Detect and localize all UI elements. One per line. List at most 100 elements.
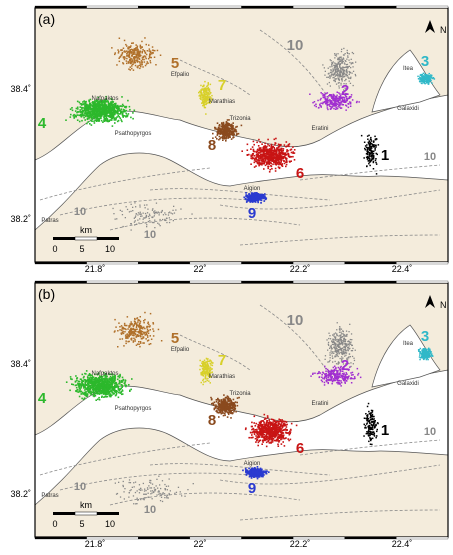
- cluster-6-events: [244, 413, 298, 448]
- lon-tick-label: 21.8˚: [85, 264, 106, 274]
- place-name: Marathias: [209, 99, 235, 105]
- cluster-1-events: [360, 134, 380, 175]
- cluster-label-10-extra: 10: [144, 229, 156, 241]
- panel-label: (b): [38, 286, 55, 302]
- cluster-1-events: [363, 402, 379, 446]
- north-arrow-label: N: [440, 25, 447, 35]
- place-name: Nafpaktos: [91, 371, 118, 377]
- cluster-label-10-extra: 10: [144, 504, 156, 516]
- cluster-10-events: [324, 322, 356, 368]
- scale-unit: km: [80, 500, 92, 510]
- cluster-label-9: 9: [248, 480, 256, 497]
- cluster-9-events: [242, 466, 270, 480]
- cluster-label-8: 8: [208, 137, 216, 154]
- fault-lines: [39, 304, 441, 521]
- cluster-label-10-extra: 10: [74, 481, 86, 493]
- scattered-events: [114, 475, 194, 505]
- place-name: Galaxidi: [397, 106, 419, 112]
- itea-bay: [371, 324, 441, 388]
- lon-tick-label: 22˚: [193, 264, 206, 274]
- place-name: Efpalio: [171, 347, 190, 353]
- cluster-7-events: [199, 357, 214, 386]
- cluster-label-7: 7: [218, 352, 226, 369]
- place-name: Marathias: [209, 374, 235, 380]
- cluster-label-6: 6: [296, 440, 304, 457]
- panel-label: (a): [38, 11, 55, 27]
- cluster-label-1: 1: [381, 147, 389, 164]
- cluster-5-events: [113, 311, 163, 348]
- place-name: Aigion: [244, 461, 261, 467]
- north-arrow-icon: [425, 20, 435, 33]
- place-name: Eratini: [311, 401, 328, 407]
- cluster-label-4: 4: [38, 390, 47, 407]
- scale-bar: [53, 236, 119, 241]
- place-name: Eratini: [311, 126, 328, 132]
- scale-bar: [53, 511, 119, 516]
- lon-tick-label: 22˚: [193, 539, 206, 549]
- place-name: Itea: [403, 66, 414, 72]
- place-name: Aigion: [244, 186, 261, 192]
- cluster-6-events: [241, 137, 296, 173]
- lat-tick-label: 38.4˚: [10, 84, 31, 94]
- scale-tick: 10: [105, 519, 115, 529]
- place-name: Galaxidi: [397, 381, 419, 387]
- lat-tick-label: 38.2˚: [10, 489, 31, 499]
- map-panel-b: 1 2 3 4 5 6 7 8 9 10 10 10 10 Nafpaktos Efpalio Marathi…: [0, 275, 453, 550]
- cluster-label-2: 2: [341, 357, 349, 374]
- lon-tick-label: 22.2˚: [290, 264, 311, 274]
- lon-tick-label: 22.2˚: [290, 539, 311, 549]
- cluster-8-events: [210, 394, 240, 419]
- cluster-2-events: [310, 365, 362, 387]
- north-arrow-icon: [425, 295, 435, 308]
- cluster-label-10: 10: [287, 312, 304, 329]
- place-name: Psathopyrgos: [115, 131, 152, 137]
- place-name: Psathopyrgos: [115, 406, 152, 412]
- cluster-label-7: 7: [218, 77, 226, 94]
- scale-tick: 10: [105, 244, 115, 254]
- scale-tick: 5: [79, 519, 84, 529]
- cluster-label-10-extra: 10: [74, 206, 86, 218]
- cluster-label-10-extra: 10: [424, 426, 436, 438]
- cluster-3-events: [417, 72, 436, 85]
- cluster-label-5: 5: [171, 330, 179, 347]
- cluster-label-4: 4: [38, 115, 47, 132]
- cluster-7-events: [198, 80, 213, 115]
- place-name: Nafpaktos: [91, 96, 118, 102]
- cluster-4-events: [65, 370, 133, 401]
- cluster-label-5: 5: [171, 55, 179, 72]
- itea-bay: [371, 49, 441, 113]
- cluster-label-10: 10: [287, 37, 304, 54]
- place-name: Itea: [403, 341, 414, 347]
- cluster-label-10-extra: 10: [424, 151, 436, 163]
- lon-tick-label: 21.8˚: [85, 539, 106, 549]
- place-name: Patras: [41, 493, 58, 499]
- place-name: Efpalio: [171, 72, 190, 78]
- cluster-8-events: [212, 119, 243, 142]
- cluster-label-3: 3: [421, 328, 429, 345]
- cluster-label-3: 3: [421, 53, 429, 70]
- cluster-label-6: 6: [296, 165, 304, 182]
- map-panel-a: 1 2 3 4 5 6 7 8 9 10 10 10 10 Nafpaktos Efpalio Marathi…: [0, 0, 453, 275]
- cluster-10-events: [322, 47, 357, 95]
- cluster-label-1: 1: [381, 422, 389, 439]
- cluster-label-8: 8: [208, 412, 216, 429]
- place-name: Trizonia: [229, 116, 251, 122]
- scattered-events: [112, 202, 193, 231]
- cluster-5-events: [111, 37, 162, 71]
- lat-tick-label: 38.2˚: [10, 214, 31, 224]
- cluster-4-events: [65, 95, 136, 127]
- cluster-3-events: [417, 347, 434, 361]
- place-name: Patras: [41, 218, 58, 224]
- cluster-label-2: 2: [341, 82, 349, 99]
- scale-unit: km: [80, 225, 92, 235]
- cluster-2-events: [309, 91, 360, 111]
- scale-tick: 0: [52, 519, 57, 529]
- place-name: Trizonia: [229, 391, 251, 397]
- fault-lines: [39, 29, 441, 246]
- scale-tick: 5: [79, 244, 84, 254]
- cluster-label-9: 9: [248, 205, 256, 222]
- lat-tick-label: 38.4˚: [10, 359, 31, 369]
- lon-tick-label: 22.4˚: [392, 539, 413, 549]
- lon-tick-label: 22.4˚: [392, 264, 413, 274]
- cluster-9-events: [243, 192, 268, 204]
